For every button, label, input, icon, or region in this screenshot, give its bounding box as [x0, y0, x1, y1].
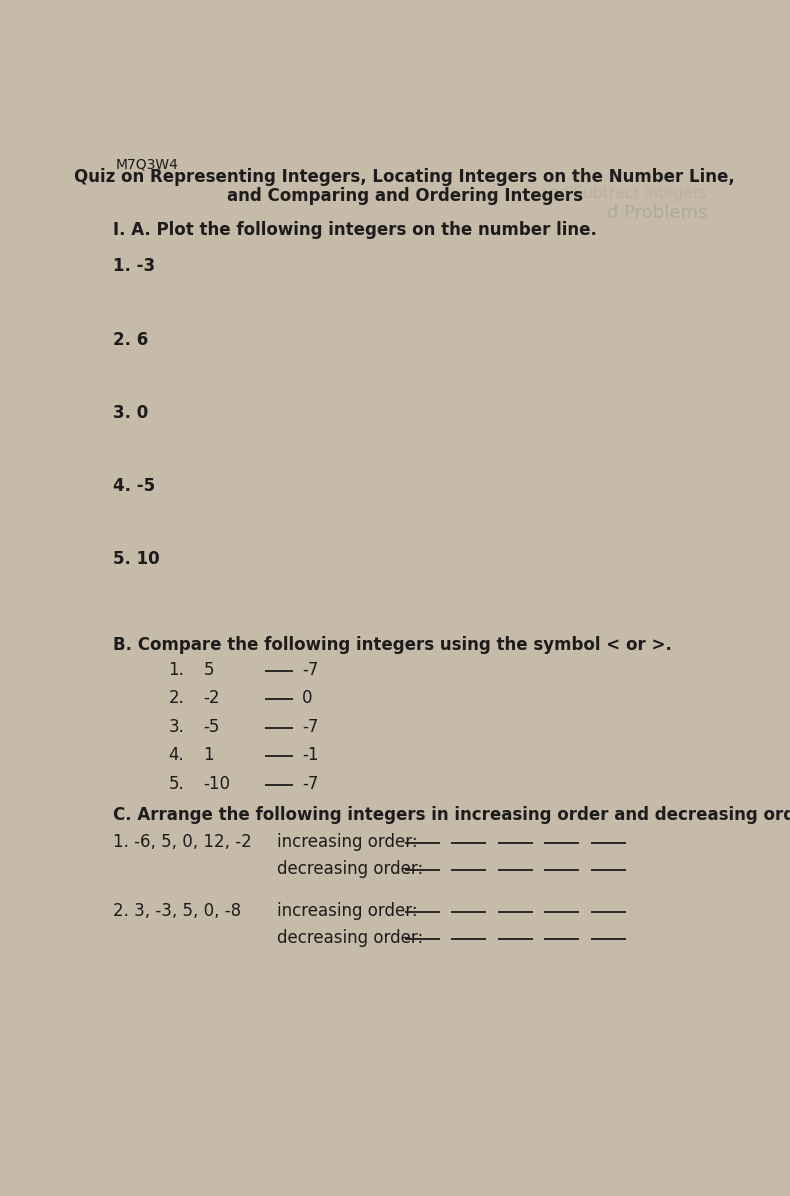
Text: 4. -5: 4. -5	[113, 477, 155, 495]
Text: 1.: 1.	[168, 661, 184, 679]
Text: I. A. Plot the following integers on the number line.: I. A. Plot the following integers on the…	[113, 220, 596, 238]
Text: -7: -7	[302, 775, 318, 793]
Text: 2. 6: 2. 6	[113, 330, 148, 348]
Text: d Problems: d Problems	[607, 203, 707, 221]
Text: increasing order:: increasing order:	[277, 902, 418, 920]
Text: 1. -6, 5, 0, 12, -2: 1. -6, 5, 0, 12, -2	[113, 832, 251, 850]
Text: 3. 0: 3. 0	[113, 404, 148, 422]
Text: increasing order:: increasing order:	[277, 832, 418, 850]
Text: -7: -7	[302, 661, 318, 679]
Text: 0: 0	[302, 689, 312, 708]
Text: 2. 3, -3, 5, 0, -8: 2. 3, -3, 5, 0, -8	[113, 902, 241, 920]
Text: M7Q3W4: M7Q3W4	[116, 158, 179, 171]
Text: decreasing order:: decreasing order:	[277, 860, 423, 878]
Text: 4.: 4.	[168, 746, 184, 764]
Text: -5: -5	[203, 718, 220, 736]
Text: decreasing order:: decreasing order:	[277, 929, 423, 947]
Text: and Subtract Integers: and Subtract Integers	[540, 185, 707, 201]
Text: -1: -1	[302, 746, 318, 764]
Text: 1. -3: 1. -3	[113, 257, 155, 275]
Text: 1: 1	[203, 746, 214, 764]
Text: -10: -10	[203, 775, 231, 793]
Text: 5.: 5.	[168, 775, 184, 793]
Text: C. Arrange the following integers in increasing order and decreasing order.: C. Arrange the following integers in inc…	[113, 806, 790, 824]
Text: Quiz on Representing Integers, Locating Integers on the Number Line,: Quiz on Representing Integers, Locating …	[74, 169, 735, 187]
Text: B. Compare the following integers using the symbol < or >.: B. Compare the following integers using …	[113, 636, 672, 654]
Text: 5: 5	[203, 661, 214, 679]
Text: 2.: 2.	[168, 689, 184, 708]
Text: -7: -7	[302, 718, 318, 736]
Text: 3.: 3.	[168, 718, 184, 736]
Text: and Comparing and Ordering Integers: and Comparing and Ordering Integers	[227, 187, 583, 205]
Text: 5. 10: 5. 10	[113, 550, 160, 568]
Text: -2: -2	[203, 689, 220, 708]
